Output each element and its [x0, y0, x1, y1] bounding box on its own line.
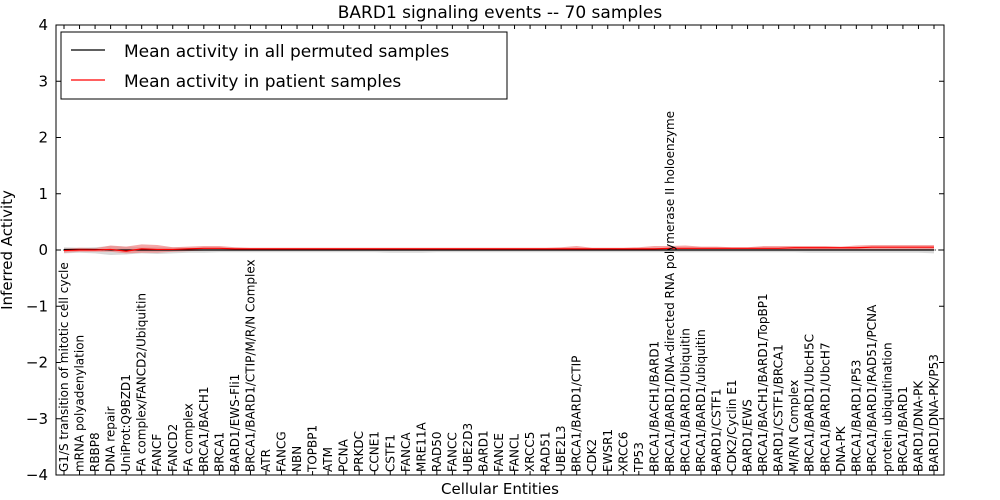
category-label: mRNA polyadenylation [73, 335, 87, 472]
category-label: G1/S transition of mitotic cell cycle [57, 262, 71, 472]
category-label: FANCA [399, 432, 413, 472]
category-label: DNA repair [104, 406, 118, 472]
category-label: M/R/N Complex [787, 380, 801, 472]
category-label: UBE2D3 [461, 423, 475, 472]
category-label: BARD1 [476, 430, 490, 472]
patient-mean-line [63, 246, 934, 252]
y-tick-label: 2 [38, 129, 48, 147]
category-label: BRCA1/BARD1/RAD51/PCNA [865, 304, 879, 472]
category-label: BARD1/DNA-PK/P53 [927, 354, 941, 472]
category-label: BRCA1/BARD1/UbcH5C [803, 334, 817, 472]
category-label: FANCD2 [166, 424, 180, 472]
category-label: BARD1/CSTF1/BRCA1 [772, 344, 786, 472]
category-label: XRCC5 [523, 432, 537, 472]
category-label: PCNA [337, 438, 351, 472]
legend-box [60, 31, 508, 100]
category-label: DNA-PK [834, 425, 848, 472]
y-tick-label: −2 [26, 354, 48, 372]
chart-title: BARD1 signaling events -- 70 samples [338, 3, 663, 23]
category-label: CDK2/Cyclin E1 [725, 379, 739, 472]
category-label: PRKDC [352, 431, 366, 472]
category-label: CSTF1 [383, 434, 397, 472]
category-label: CCNE1 [368, 431, 382, 472]
y-tick-label: 0 [38, 241, 48, 259]
category-label: BRCA1/BARD1 [896, 386, 910, 472]
category-label: BRCA1/BACH1 [197, 386, 211, 472]
legend-label-patient: Mean activity in patient samples [124, 72, 401, 92]
y-tick-label: 1 [38, 185, 48, 203]
category-label: FA complex [181, 403, 195, 472]
category-label: FANCG [275, 431, 289, 472]
legend: Mean activity in all permuted samples Me… [60, 31, 508, 100]
y-tick-label: 4 [38, 16, 48, 34]
category-label: UBE2L3 [554, 425, 568, 472]
y-tick-label: −4 [26, 466, 48, 484]
y-tick-label: −3 [26, 410, 48, 428]
category-label: BARD1/EWS-Fli1 [228, 374, 242, 472]
category-label: FANCC [445, 432, 459, 472]
category-label: BRCA1/BACH1/BARD1 [647, 341, 661, 472]
category-label: FA complex/FANCD2/Ubiquitin [135, 293, 149, 472]
category-label: XRCC6 [616, 432, 630, 472]
category-label: BRCA1/BARD1/CTIP [570, 356, 584, 472]
category-label: BRCA1/BARD1/UbcH7 [818, 342, 832, 472]
category-label: FANCL [508, 434, 522, 472]
category-label: ATR [259, 449, 273, 472]
category-label: BRCA1/BARD1/P53 [849, 360, 863, 472]
permuted-mean-line [64, 248, 934, 251]
category-label: CDK2 [585, 439, 599, 472]
category-label: BARD1/EWS [741, 399, 755, 472]
category-label: FANCE [492, 433, 506, 472]
category-label: MRE11A [414, 421, 428, 472]
category-label: BRCA1/BARD1/Ubiquitin [678, 328, 692, 472]
category-label: RAD51 [539, 431, 553, 472]
category-label: NBN [290, 446, 304, 472]
category-label: TOPBP1 [306, 425, 320, 473]
category-label: BRCA1/BARD1/CTIP/M/R/N Complex [243, 259, 257, 472]
category-label: TP53 [632, 442, 646, 473]
category-label: BRCA1/BARD1/DNA-directed RNA polymerase … [663, 111, 677, 472]
category-label: BARD1/CSTF1 [710, 388, 724, 472]
category-label: BRCA1 [212, 432, 226, 472]
category-label: RAD50 [430, 431, 444, 472]
category-label: FANCF [150, 434, 164, 472]
category-label: BRCA1/BACH1/BARD1/TopBP1 [756, 293, 770, 472]
y-tick-label: 3 [38, 72, 48, 90]
category-label: RBBP8 [88, 432, 102, 472]
y-axis-label: Inferred Activity [0, 190, 16, 310]
category-label: EWSR1 [601, 429, 615, 472]
category-label: BARD1/DNA-PK [911, 380, 925, 472]
category-label: ATM [321, 447, 335, 472]
legend-label-permuted: Mean activity in all permuted samples [124, 42, 449, 62]
category-label: BRCA1/BARD1/ubiquitin [694, 329, 708, 472]
y-tick-label: −1 [26, 297, 48, 315]
x-axis-label: Cellular Entities [441, 480, 559, 498]
category-label: protein ubiquitination [880, 342, 894, 472]
category-label: UniProt:Q9BZD1 [119, 374, 133, 472]
